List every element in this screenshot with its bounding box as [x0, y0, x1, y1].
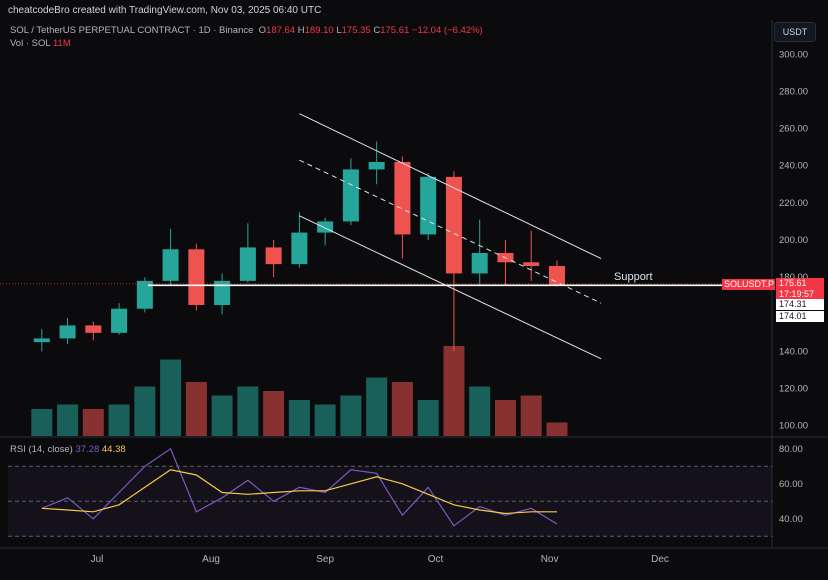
- candle-body: [368, 162, 385, 170]
- candle-body: [445, 176, 462, 274]
- rsi-pane: [8, 447, 772, 537]
- volume-bar: [82, 409, 104, 436]
- volume-bar: [546, 422, 568, 436]
- volume-bar: [520, 395, 542, 436]
- rsi-ma-value: 44.38: [101, 444, 126, 455]
- candle-body: [523, 262, 540, 266]
- rsi-value: 37.28: [75, 444, 100, 455]
- rsi-tick-label: 40.00: [779, 514, 803, 525]
- price-tick-label: 180.00: [779, 272, 808, 283]
- countdown-tag: 17:19:57: [776, 289, 824, 300]
- candle-body: [214, 280, 231, 305]
- volume-bar: [494, 400, 516, 436]
- symbol-tag: SOLUSDT.P: [722, 279, 775, 290]
- support-line: [0, 283, 722, 287]
- rsi-ma-line: [41, 469, 557, 515]
- volume-bars: [31, 346, 568, 436]
- last-price-tag: 175.61: [776, 278, 824, 289]
- price-tick-label: 260.00: [779, 124, 808, 135]
- rsi-label: RSI (14, close): [10, 444, 73, 455]
- price-tick-label: 240.00: [779, 161, 808, 172]
- channel-middle-line: [299, 159, 602, 304]
- volume-bar: [57, 404, 79, 436]
- volume-bar: [237, 386, 259, 436]
- time-tick-label: Aug: [202, 554, 220, 565]
- candle-body: [394, 162, 411, 235]
- level-tag-1: 174.31: [776, 299, 824, 310]
- volume-bar: [185, 382, 207, 436]
- volume-bar: [108, 404, 130, 436]
- descending-channel: [299, 113, 602, 360]
- volume-value: 11M: [52, 38, 71, 49]
- symbol-name: SOL / TetherUS PERPETUAL CONTRACT · 1D ·…: [10, 25, 254, 36]
- channel-lower-line: [299, 215, 602, 360]
- price-tick-label: 300.00: [779, 49, 808, 60]
- credit-text: cheatcodeBro created with TradingView.co…: [8, 5, 322, 16]
- support-label: Support: [614, 271, 653, 283]
- close-label: C: [373, 25, 381, 36]
- volume-bar: [417, 400, 439, 436]
- volume-bar: [263, 391, 285, 436]
- time-tick-label: Oct: [428, 554, 444, 565]
- rsi-tick-label: 60.00: [779, 479, 803, 490]
- candle-body: [265, 247, 282, 265]
- candle-body: [291, 232, 308, 265]
- volume-bar: [134, 386, 156, 436]
- rsi-legend: RSI (14, close) 37.28 44.38: [10, 444, 126, 455]
- volume-bar: [160, 359, 182, 436]
- currency-button[interactable]: USDT: [774, 22, 816, 42]
- candles: [33, 141, 565, 352]
- volume-bar: [340, 395, 362, 436]
- volume-label: Vol · SOL: [10, 38, 51, 49]
- volume-legend: Vol · SOL 11M: [10, 38, 71, 49]
- volume-bar: [288, 400, 310, 436]
- volume-bar: [31, 409, 53, 436]
- volume-bar: [211, 395, 233, 436]
- volume-bar: [391, 382, 413, 436]
- high-label: H: [297, 25, 305, 36]
- rsi-line: [41, 447, 558, 527]
- candle-body: [136, 280, 153, 309]
- candle-body: [420, 176, 437, 235]
- low-label: L: [336, 25, 342, 36]
- candle-body: [85, 325, 102, 333]
- candle-body: [548, 266, 565, 286]
- volume-bar: [314, 404, 336, 436]
- candle-body: [317, 221, 334, 233]
- candle-body: [342, 169, 359, 222]
- open-label: O: [258, 25, 267, 36]
- time-tick-label: Nov: [541, 554, 559, 565]
- price-tick-label: 100.00: [779, 421, 808, 432]
- close-value: 175.61: [380, 25, 410, 36]
- time-tick-label: Sep: [316, 554, 334, 565]
- candle-body: [188, 249, 205, 305]
- candle-body: [239, 247, 256, 281]
- low-value: 175.35: [341, 25, 371, 36]
- price-tick-label: 280.00: [779, 86, 808, 97]
- high-value: 189.10: [304, 25, 334, 36]
- candle-body: [471, 253, 488, 274]
- symbol-legend: SOL / TetherUS PERPETUAL CONTRACT · 1D ·…: [10, 25, 483, 36]
- volume-bar: [469, 386, 491, 436]
- channel-upper-line: [299, 113, 602, 260]
- change-value: −12.04 (−6.42%): [411, 25, 483, 36]
- volume-bar: [443, 346, 465, 436]
- candle-body: [162, 249, 179, 281]
- volume-bar: [366, 377, 388, 436]
- time-tick-label: Jul: [91, 554, 104, 565]
- price-tick-label: 120.00: [779, 384, 808, 395]
- candle-body: [111, 308, 128, 333]
- price-tick-label: 200.00: [779, 235, 808, 246]
- candle-body: [33, 338, 50, 343]
- candle-body: [59, 325, 76, 339]
- credit-bar: cheatcodeBro created with TradingView.co…: [0, 0, 828, 20]
- open-value: 187.64: [266, 25, 296, 36]
- rsi-tick-label: 80.00: [779, 444, 803, 455]
- level-tag-2: 174.01: [776, 311, 824, 322]
- price-tick-label: 220.00: [779, 198, 808, 209]
- price-tick-label: 140.00: [779, 346, 808, 357]
- time-tick-label: Dec: [651, 554, 669, 565]
